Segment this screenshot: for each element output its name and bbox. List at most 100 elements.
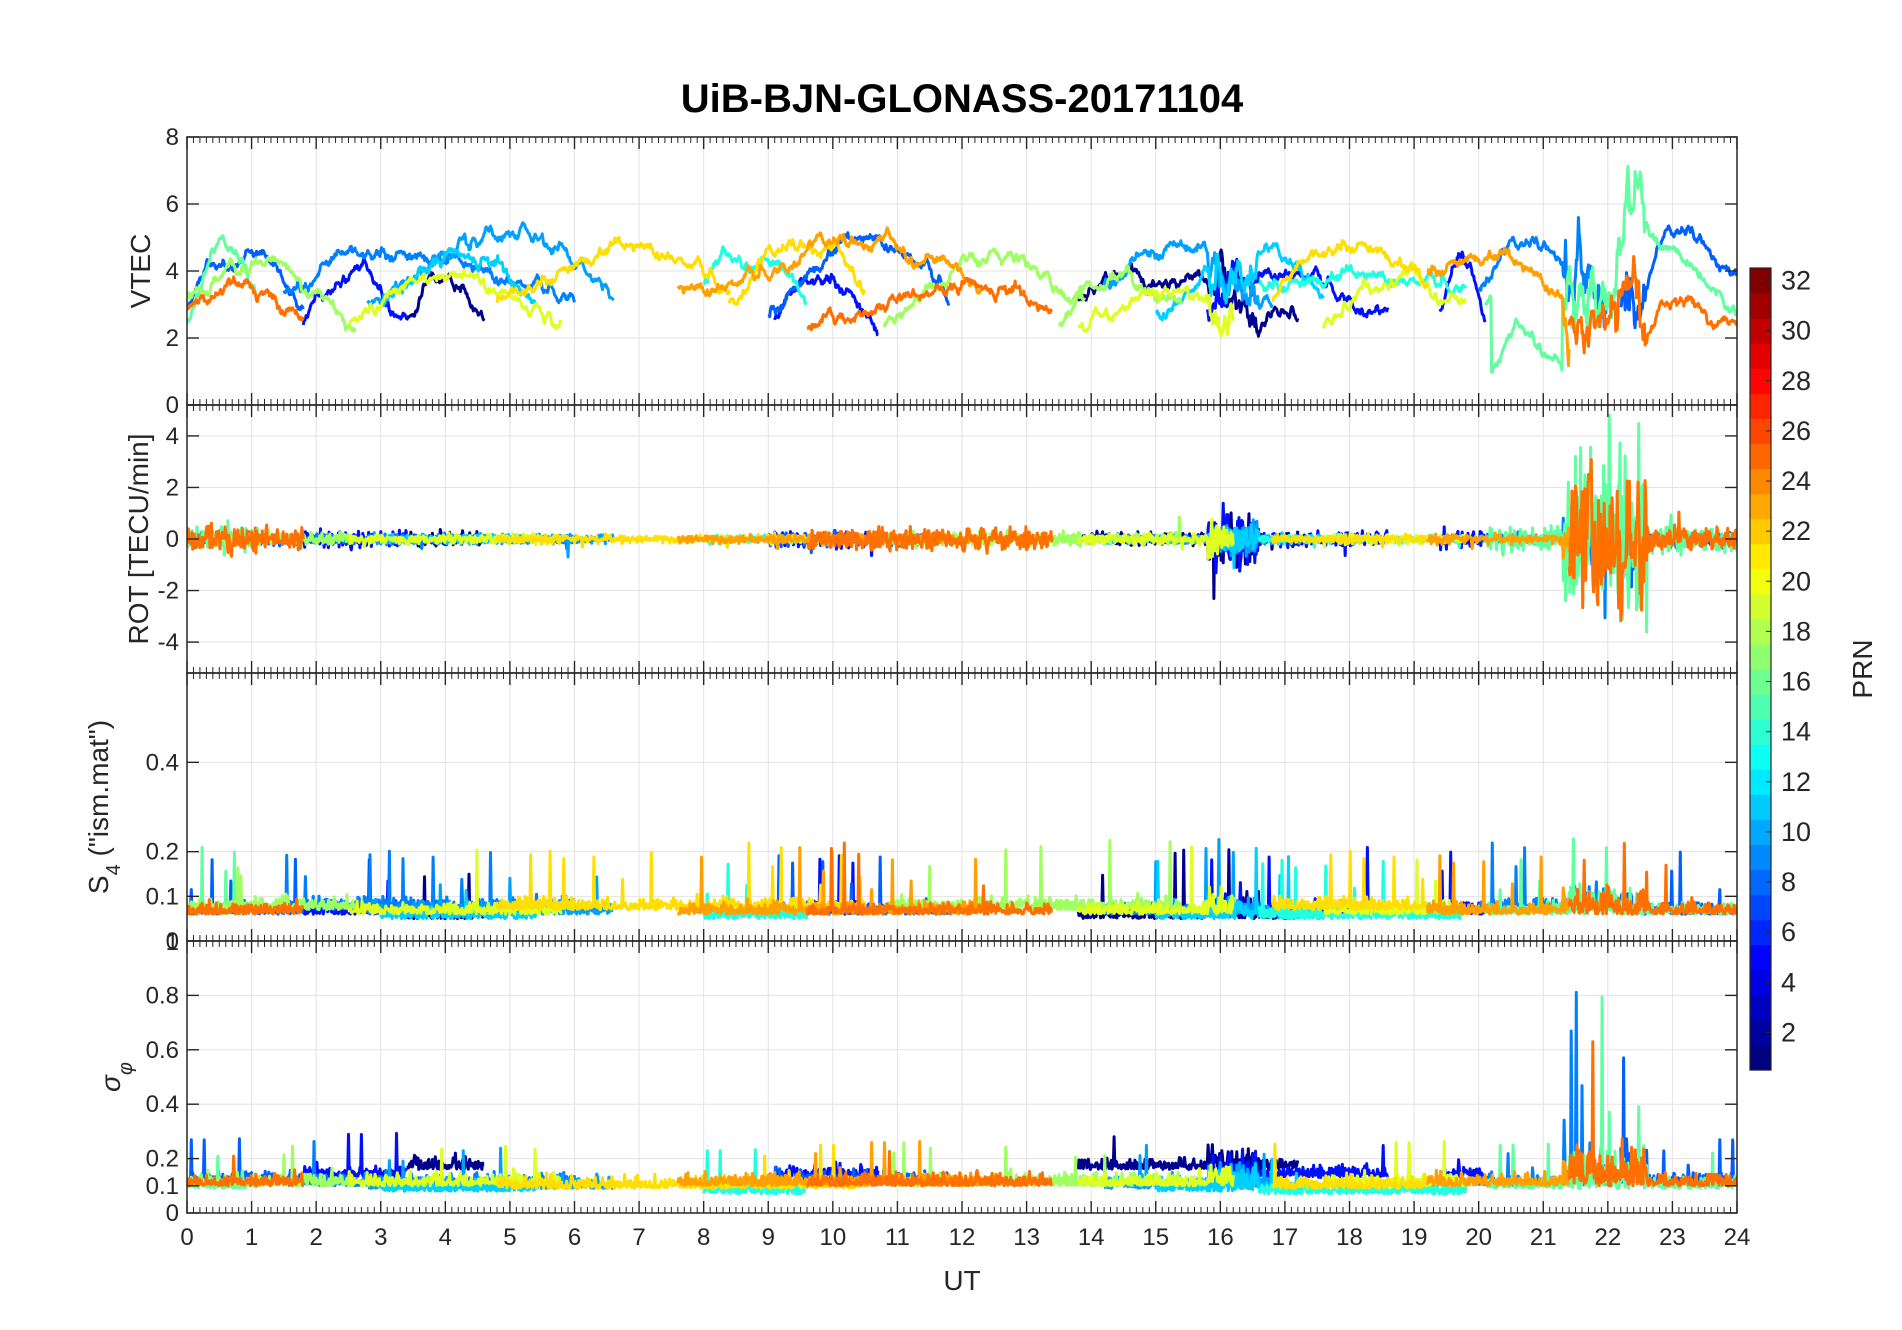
series-line-prn-3-vtec xyxy=(773,272,879,337)
colorbar-band xyxy=(1750,769,1771,795)
x-tick-label: 15 xyxy=(1142,1224,1169,1251)
ticks-s4: 0 0.1 0.2 0.4 xyxy=(146,673,1738,955)
ticks-sigma: 00.10.2 0.4 0.6 0.8 xyxy=(146,941,1738,1227)
series-line-prn-25-s4 xyxy=(187,897,305,916)
series-line-prn-11-vtec xyxy=(380,247,538,308)
ylabel-s4: S4 ("ism.mat") xyxy=(83,720,125,894)
colorbar-tick-label: 30 xyxy=(1781,316,1811,346)
series-line-prn-21-s4 xyxy=(495,849,731,912)
y-tick-label: 0.1 xyxy=(146,1173,179,1200)
series-line-prn-19-s4 xyxy=(1076,845,1235,916)
x-tick-label: 13 xyxy=(1013,1224,1040,1251)
colorbar-band xyxy=(1750,969,1771,996)
y-tick-label: 4 xyxy=(166,423,179,450)
colorbar-tick-label: 28 xyxy=(1781,366,1811,396)
colorbar-tick-label: 10 xyxy=(1781,817,1811,847)
colorbar-band xyxy=(1750,618,1771,645)
colorbar-tick-label: 12 xyxy=(1781,767,1811,797)
x-tick-label: 0 xyxy=(180,1224,193,1251)
series-line-prn-25-rot xyxy=(187,521,305,558)
colorbar-tick-label: 16 xyxy=(1781,667,1811,697)
y-tick-label: 0.4 xyxy=(146,749,179,776)
series-line-prn-13-vtec xyxy=(702,245,808,306)
colorbar-band xyxy=(1750,794,1771,820)
ticks-vtec: 0 2 4 6 8 xyxy=(166,124,1738,419)
series-line-prn-25-vtec xyxy=(1567,255,1737,355)
series-line-prn-19-rot xyxy=(1076,517,1235,560)
x-tick-label: 2 xyxy=(309,1224,322,1251)
colorbar-band xyxy=(1750,543,1771,570)
colorbar-label-text: PRN xyxy=(1847,639,1878,698)
colorbar-band xyxy=(1750,268,1771,294)
colorbar-band xyxy=(1750,393,1771,419)
colorbar-band xyxy=(1750,293,1771,319)
x-tick-label: 16 xyxy=(1207,1224,1234,1251)
colorbar-tick-label: 4 xyxy=(1781,967,1796,997)
ylabel-s4-rest: ("ism.mat") xyxy=(83,720,114,864)
series-line-prn-19-vtec xyxy=(347,268,563,330)
x-tick-label: 6 xyxy=(568,1224,581,1251)
ylabel-sigma: σφ xyxy=(95,1062,137,1092)
series-line-prn-15-vtec xyxy=(1483,264,1577,374)
series-line-prn-11-sigma xyxy=(379,1174,537,1193)
x-tick-label: 1 xyxy=(245,1224,258,1251)
x-tick-label: 10 xyxy=(819,1224,846,1251)
colorbar-band xyxy=(1750,919,1771,946)
series-line-prn-19-s4 xyxy=(347,848,563,916)
x-tick-label: 9 xyxy=(762,1224,775,1251)
y-tick-label: 0.1 xyxy=(146,883,179,910)
colorbar-band xyxy=(1750,418,1771,445)
panel-s4: 0 0.1 0.2 0.4 S4 ("ism.mat") xyxy=(83,672,1738,955)
series-line-prn-5-vtec xyxy=(187,248,305,312)
colorbar-band xyxy=(1750,643,1771,670)
series-line-prn-21-vtec xyxy=(495,235,731,304)
y-tick-label: -4 xyxy=(158,629,179,656)
ylabel-sigma-text: σφ xyxy=(95,1062,137,1092)
series-line-prn-25-s4 xyxy=(805,841,1054,916)
series-line-prn-23-s4 xyxy=(1425,854,1571,916)
colorbar-band xyxy=(1750,844,1771,871)
series-line-prn-23-vtec xyxy=(676,226,983,298)
ylabel-vtec-text: VTEC xyxy=(125,234,156,309)
grid-sigma xyxy=(186,941,1738,1214)
colorbar-band xyxy=(1750,318,1771,344)
x-tick-label: 17 xyxy=(1272,1224,1299,1251)
ticks-rot: -4 -2 0 2 4 xyxy=(158,405,1738,673)
sigma-top-tick-label: 1 xyxy=(166,929,179,956)
series-line-prn-25-s4 xyxy=(1567,841,1737,916)
series-line-prn-19-vtec xyxy=(1077,284,1235,338)
series-line-prn-25-vtec xyxy=(187,275,305,322)
y-tick-label: 0.4 xyxy=(146,1091,179,1118)
x-tick-label: 22 xyxy=(1594,1224,1621,1251)
colorbar-band xyxy=(1750,669,1771,695)
colorbar-tick-label: 26 xyxy=(1781,416,1811,446)
ylabel-vtec: VTEC xyxy=(125,234,156,309)
colorbar-tick-label: 24 xyxy=(1781,466,1811,496)
x-tick-label: 20 xyxy=(1465,1224,1492,1251)
y-tick-label: 0 xyxy=(166,392,179,419)
y-tick-label: 4 xyxy=(166,258,179,285)
colorbar-band xyxy=(1750,443,1771,470)
x-tick-label: 8 xyxy=(697,1224,710,1251)
series-line-prn-17-vtec xyxy=(187,255,357,333)
x-tick-label: 5 xyxy=(503,1224,516,1251)
series-line-prn-19-vtec xyxy=(1322,260,1468,329)
x-tick-label: 11 xyxy=(885,1224,910,1251)
x-tick-label: 4 xyxy=(439,1224,452,1251)
y-tick-label: 0 xyxy=(166,928,179,955)
colorbar-band xyxy=(1750,368,1771,394)
colorbar-tick-label: 22 xyxy=(1781,516,1811,546)
colorbar-band xyxy=(1750,819,1771,846)
panel-sigma: 00.10.20.40.60.8 1 σφ xyxy=(95,929,1738,1227)
x-tick-label: 18 xyxy=(1336,1224,1363,1251)
colorbar-band xyxy=(1750,343,1771,369)
x-tick-label: 12 xyxy=(949,1224,976,1251)
ylabel-s4-text: S4 ("ism.mat") xyxy=(83,720,125,894)
ylabel-rot-text: ROT [TECU/min] xyxy=(123,433,154,644)
colorbar-tick-label: 8 xyxy=(1781,867,1796,897)
x-tick-label: 24 xyxy=(1724,1224,1751,1251)
x-tick-label: 14 xyxy=(1078,1224,1105,1251)
colorbar-bands xyxy=(1750,268,1771,1071)
